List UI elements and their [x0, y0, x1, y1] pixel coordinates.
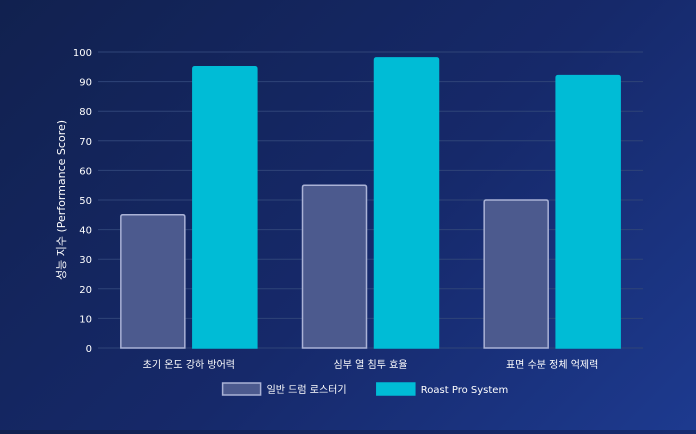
bar	[192, 66, 258, 349]
y-tick-label: 30	[79, 255, 92, 266]
x-tick-label: 초기 온도 강하 방어력	[143, 358, 235, 371]
x-tick-label: 표면 수분 정체 억제력	[506, 359, 598, 371]
gridlines	[98, 51, 643, 349]
x-tick-label: 심부 열 침투 효율	[334, 359, 408, 371]
legend: 일반 드럼 로스터기 Roast Pro System	[221, 382, 508, 396]
legend-label: Roast Pro System	[421, 385, 508, 396]
y-tick-label: 80	[79, 107, 92, 118]
bar	[483, 199, 549, 349]
y-axis-title: 성능 지수 (Performance Score)	[55, 120, 68, 280]
y-tick-label: 40	[79, 226, 92, 237]
bar	[373, 57, 440, 349]
y-tick-label: 60	[79, 166, 92, 177]
legend-swatch	[221, 382, 262, 396]
y-tick-label: 20	[79, 285, 92, 296]
bar	[555, 74, 621, 349]
y-axis-ticks: 0 10 20 30 40 50 60 70 80 90 100	[73, 48, 92, 355]
legend-item[interactable]: 일반 드럼 로스터기	[221, 382, 347, 396]
legend-label: 일반 드럼 로스터기	[267, 383, 347, 396]
x-axis-ticks: 초기 온도 강하 방어력 심부 열 침투 효율 표면 수분 정체 억제력	[143, 358, 599, 371]
y-tick-label: 90	[79, 78, 92, 89]
bars	[120, 57, 621, 349]
y-tick-label: 0	[86, 344, 92, 355]
legend-item[interactable]: Roast Pro System	[376, 382, 508, 396]
y-tick-label: 100	[73, 48, 92, 59]
y-tick-label: 70	[79, 137, 92, 148]
legend-swatch	[376, 382, 416, 396]
bar	[120, 214, 186, 349]
y-tick-label: 10	[79, 314, 92, 325]
bar	[301, 184, 368, 349]
y-tick-label: 50	[79, 196, 92, 207]
